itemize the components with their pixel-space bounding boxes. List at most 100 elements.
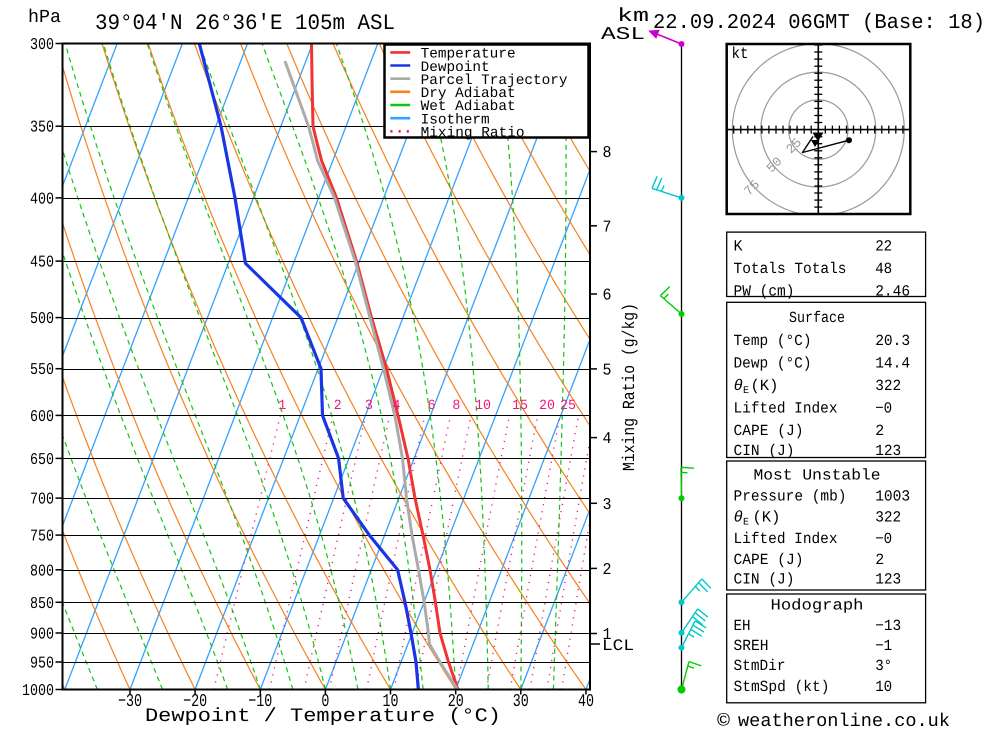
- svg-text:Parcel Trajectory: Parcel Trajectory: [421, 73, 568, 89]
- svg-text:Temp (°C): Temp (°C): [734, 332, 812, 350]
- svg-text:Wet Adiabat: Wet Adiabat: [421, 99, 516, 115]
- svg-text:800: 800: [30, 561, 54, 580]
- svg-text:CAPE (J): CAPE (J): [734, 422, 804, 440]
- svg-text:Hodograph: Hodograph: [771, 597, 864, 615]
- svg-text:CIN (J): CIN (J): [734, 442, 795, 460]
- svg-text:39°04'N 26°36'E 105m ASL: 39°04'N 26°36'E 105m ASL: [95, 11, 395, 36]
- svg-text:Surface: Surface: [789, 309, 845, 327]
- svg-text:15: 15: [512, 398, 528, 414]
- svg-text:300: 300: [30, 35, 54, 54]
- svg-text:1003: 1003: [875, 487, 910, 505]
- svg-text:3: 3: [365, 398, 373, 414]
- svg-text:Totals Totals: Totals Totals: [734, 260, 847, 278]
- svg-text:hPa: hPa: [28, 7, 61, 28]
- svg-text:ASL: ASL: [601, 25, 645, 45]
- svg-text:3°: 3°: [875, 657, 892, 675]
- svg-text:900: 900: [30, 625, 54, 644]
- svg-text:322: 322: [875, 377, 901, 395]
- svg-text:km: km: [617, 5, 649, 27]
- svg-text:123: 123: [875, 571, 901, 589]
- svg-text:kt: kt: [732, 45, 749, 63]
- svg-text:400: 400: [30, 189, 54, 208]
- svg-text:123: 123: [875, 442, 901, 460]
- svg-text:322: 322: [875, 509, 901, 527]
- svg-text:2: 2: [875, 551, 884, 569]
- svg-text:PW (cm): PW (cm): [734, 283, 795, 301]
- svg-text:Dewpoint: Dewpoint: [421, 60, 490, 76]
- svg-text:StmSpd (kt): StmSpd (kt): [734, 678, 830, 696]
- svg-text:Mixing Ratio: Mixing Ratio: [421, 126, 525, 142]
- svg-text:4: 4: [393, 398, 401, 414]
- svg-text:−10: −10: [248, 692, 272, 712]
- svg-text:−13: −13: [875, 617, 901, 635]
- svg-text:6: 6: [603, 286, 612, 305]
- svg-text:StmDir: StmDir: [734, 657, 786, 675]
- svg-text:2: 2: [603, 560, 612, 579]
- svg-text:450: 450: [30, 253, 54, 272]
- svg-text:7: 7: [603, 217, 612, 236]
- svg-text:650: 650: [30, 450, 54, 469]
- svg-text:Isotherm: Isotherm: [421, 112, 490, 128]
- svg-text:©: ©: [717, 712, 730, 732]
- svg-text:(K): (K): [753, 509, 781, 527]
- svg-text:Lifted Index: Lifted Index: [734, 399, 838, 417]
- svg-text:600: 600: [30, 407, 54, 426]
- svg-text:850: 850: [30, 594, 54, 613]
- svg-text:weatheronline.co.uk: weatheronline.co.uk: [738, 711, 950, 732]
- svg-text:Lifted Index: Lifted Index: [734, 530, 838, 548]
- svg-text:2: 2: [875, 422, 884, 440]
- svg-text:20: 20: [448, 692, 464, 712]
- svg-text:E: E: [743, 386, 749, 397]
- svg-text:10: 10: [383, 692, 399, 712]
- svg-text:CAPE (J): CAPE (J): [734, 551, 804, 569]
- svg-text:48: 48: [875, 260, 892, 278]
- svg-text:10: 10: [875, 678, 892, 696]
- svg-text:750: 750: [30, 527, 54, 546]
- svg-text:20: 20: [539, 398, 555, 414]
- svg-text:−20: −20: [183, 692, 207, 712]
- svg-text:20.3: 20.3: [875, 332, 910, 350]
- svg-text:6: 6: [428, 398, 436, 414]
- svg-text:E: E: [743, 518, 749, 529]
- svg-text:2: 2: [334, 398, 342, 414]
- svg-text:1: 1: [603, 625, 612, 644]
- svg-text:8: 8: [603, 143, 612, 162]
- svg-text:10: 10: [475, 398, 491, 414]
- svg-text:Dewp (°C): Dewp (°C): [734, 354, 812, 372]
- svg-text:LCL: LCL: [602, 637, 634, 655]
- svg-text:Temperature: Temperature: [421, 47, 516, 63]
- svg-text:CIN (J): CIN (J): [734, 571, 795, 589]
- svg-text:4: 4: [603, 429, 612, 448]
- svg-text:1: 1: [278, 398, 286, 414]
- svg-text:K: K: [734, 238, 744, 256]
- svg-text:950: 950: [30, 654, 54, 673]
- svg-text:θ: θ: [734, 509, 743, 527]
- svg-text:30: 30: [513, 692, 529, 712]
- svg-text:2.46: 2.46: [875, 283, 910, 301]
- svg-text:SREH: SREH: [734, 637, 769, 655]
- svg-text:22: 22: [875, 238, 892, 256]
- svg-text:Pressure (mb): Pressure (mb): [734, 487, 847, 505]
- svg-text:3: 3: [603, 495, 612, 514]
- svg-text:5: 5: [603, 360, 612, 379]
- svg-text:−0: −0: [875, 530, 892, 548]
- svg-text:40: 40: [578, 692, 594, 712]
- svg-text:0: 0: [321, 692, 329, 712]
- svg-text:550: 550: [30, 360, 54, 379]
- svg-text:−1: −1: [875, 637, 892, 655]
- svg-text:22.09.2024 06GMT (Base: 18): 22.09.2024 06GMT (Base: 18): [653, 12, 985, 35]
- svg-text:θ: θ: [734, 377, 743, 395]
- svg-text:Dry Adiabat: Dry Adiabat: [421, 86, 516, 102]
- svg-text:(K): (K): [751, 377, 779, 395]
- svg-text:25: 25: [560, 398, 576, 414]
- svg-text:EH: EH: [734, 617, 751, 635]
- svg-text:350: 350: [30, 118, 54, 137]
- svg-text:−30: −30: [118, 692, 142, 712]
- svg-text:14.4: 14.4: [875, 354, 910, 372]
- svg-text:−0: −0: [875, 399, 892, 417]
- svg-text:700: 700: [30, 490, 54, 509]
- svg-text:1000: 1000: [22, 681, 54, 700]
- svg-text:Dewpoint / Temperature (°C): Dewpoint / Temperature (°C): [145, 705, 501, 727]
- svg-text:Mixing Ratio (g/kg): Mixing Ratio (g/kg): [621, 303, 640, 471]
- svg-text:500: 500: [30, 309, 54, 328]
